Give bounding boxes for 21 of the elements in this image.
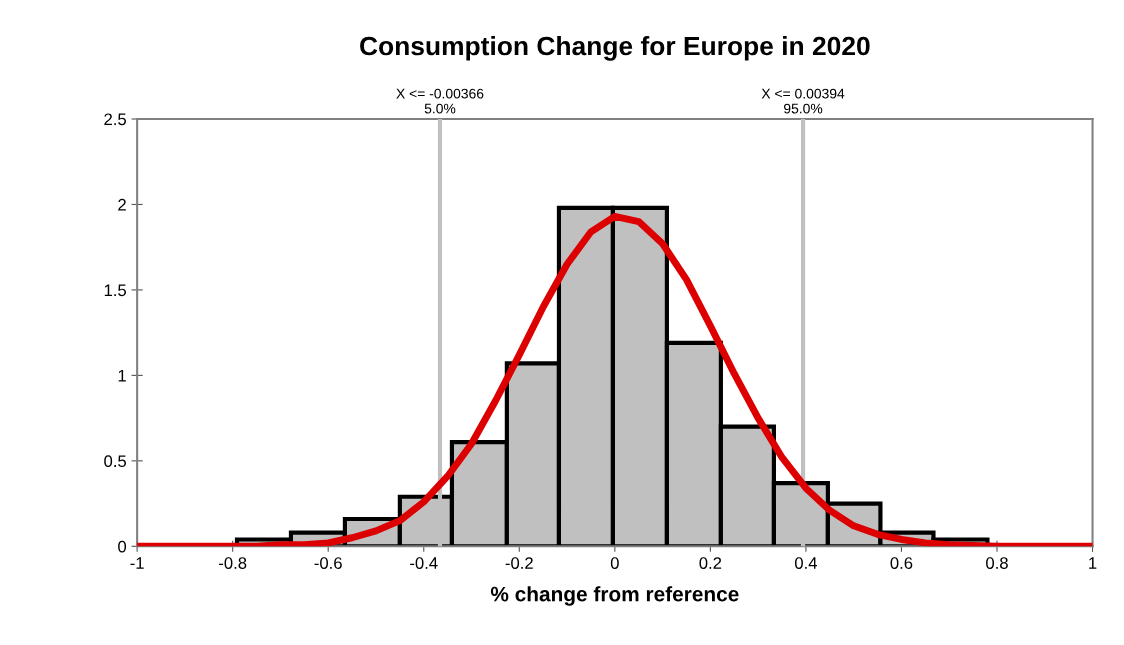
y-tick-label: 1 bbox=[118, 369, 126, 382]
x-tick-label: -0.4 bbox=[410, 557, 438, 569]
y-tick-label: 2 bbox=[118, 198, 126, 211]
x-tick-label: 0 bbox=[610, 557, 619, 569]
x-tick-label: 1 bbox=[1089, 557, 1097, 569]
x-tick-label: 0.2 bbox=[699, 557, 722, 569]
x-tick-label: -0.6 bbox=[314, 557, 342, 569]
x-tick-label: 0.4 bbox=[794, 557, 818, 569]
y-tick-label: 0.5 bbox=[104, 455, 127, 468]
x-tick-label: -0.8 bbox=[219, 557, 247, 569]
text: X <= 0.00394 95.0% bbox=[761, 88, 845, 114]
x-tick-label: -1 bbox=[130, 557, 144, 569]
x-axis-title: % change from reference bbox=[490, 586, 739, 606]
y-tick-label: 0 bbox=[118, 540, 127, 553]
text: X <= -0.00366 5.0% bbox=[396, 88, 484, 114]
x-tick-label: -0.2 bbox=[505, 557, 533, 569]
x-tick-label: 0.6 bbox=[890, 557, 913, 569]
x-tick-label: 0.8 bbox=[986, 557, 1008, 569]
y-tick-label: 1.5 bbox=[104, 284, 127, 297]
chart-title: Consumption Change for Europe in 2020 bbox=[360, 35, 870, 61]
y-tick-label: 2.5 bbox=[104, 113, 127, 126]
